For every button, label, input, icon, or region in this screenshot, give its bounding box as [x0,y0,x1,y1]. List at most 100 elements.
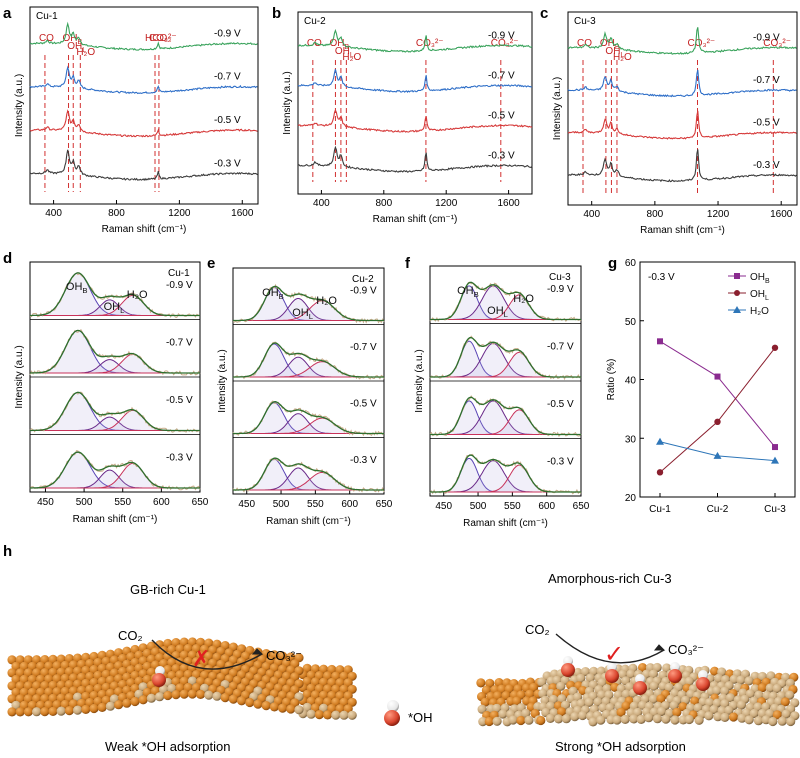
slab-atom [786,716,796,727]
left-product: CO₃²⁻ [266,648,302,663]
y-tick-label: 60 [625,258,637,269]
slab-atom [498,709,508,719]
panel-letter-f: f [405,255,411,272]
spectrum-line [29,109,258,138]
slab-atom [580,667,591,677]
fit-panel-cu1: 450 500 550 600 650 Raman shift (cm⁻¹) Intensi… [14,261,209,525]
x-axis-label: Raman shift (cm⁻¹) [373,214,458,225]
success-mark: ✓ [604,641,624,668]
slab-atom [576,673,586,683]
x-tick-label: 450 [238,499,255,510]
slab-atom [649,681,659,691]
slab-atom [753,716,764,726]
slab-atom [757,683,767,693]
potential-label: -0.5 V [350,398,377,409]
fit-envelope [430,337,581,378]
sample-label: Cu-3 [549,272,571,283]
fit-envelope [233,401,384,435]
slab-atom [478,717,488,727]
slab-atom [89,703,99,714]
slab-atom [720,712,730,723]
peak-label: CO₃²⁻ [149,33,177,44]
x-tick-label: 500 [76,497,93,508]
slab-atom [656,694,666,704]
slab-atom [81,704,91,715]
slab-atom [713,712,723,722]
ratio-point [771,344,779,351]
slab-atom [638,700,648,710]
slab-atom [557,707,567,717]
slab-atom [485,678,495,689]
x-tick-label: 1200 [707,209,730,220]
slab-atom [736,675,746,685]
potential-label: -0.9 V [350,285,377,296]
potential-label: -0.5 V [488,110,515,121]
x-tick-label: 650 [376,499,393,510]
slab-atom [7,707,17,717]
hydroxyl-oxygen [668,669,682,683]
slab-atom [725,693,736,703]
slab-atom [620,714,630,725]
x-tick-label: 550 [504,501,521,512]
slab-atom [538,688,548,699]
panel-letter-g: g [608,255,617,272]
slab-atom [545,701,556,711]
fit-envelope [30,451,200,489]
peak-label: CO₃²⁻ [416,38,444,49]
potential-label: -0.3 V [547,456,574,467]
panel-letter-h: h [3,543,12,560]
peak-label: H₂O [342,52,361,63]
slab-atom [672,707,682,717]
x-axis-label: Raman shift (cm⁻¹) [73,514,158,525]
fit-envelope [233,285,384,322]
y-axis-label: Intensity (a.u.) [14,74,25,137]
hydroxyl-oxygen [696,677,710,691]
x-tick-label: 800 [375,198,392,209]
slab-atom [714,673,724,684]
x-tick-label: 450 [435,501,452,512]
right-reactant: CO₂ [525,622,550,637]
slab-atom [237,696,247,706]
potential-label: -0.7 V [547,341,574,352]
slab-atom [670,715,680,725]
ratio-panel: 20 30 40 50 60 Cu-1 Cu-2 Cu-3 Ratio (%) -0.3 V OHB… [606,258,796,515]
x-tick-label: 1600 [770,209,793,220]
potential-label: -0.5 V [166,395,193,406]
oh-legend-icon [384,700,400,726]
slab-atom [712,686,722,696]
slab-atom [652,714,663,724]
hydroxyl-oxygen [605,669,619,683]
left-reactant: CO₂ [118,628,143,643]
component-label: OHB [66,281,88,295]
ratio-point [714,418,721,425]
slab-atom [636,714,646,725]
sample-label: Cu-1 [168,268,190,279]
ratio-point [656,437,664,445]
slab-atom [536,715,546,726]
potential-label: -0.7 V [753,75,780,86]
slab-atom [596,715,606,725]
slab-atom [183,643,193,654]
ratio-point [656,469,664,476]
right-arrow-head [653,644,666,651]
x-tick-label: 1600 [231,208,254,219]
right-caption: Strong *OH adsorption [555,739,686,754]
slab-atom [179,689,189,699]
sample-label: Cu-2 [304,16,326,27]
amorphous-rich-slab [476,656,800,727]
component-label: H₂O [316,295,337,307]
slab-atom [48,706,58,717]
slab-atom [212,691,222,701]
slab-atom [729,674,739,684]
slab-atom [621,689,631,699]
adsorption-schematic: GB-rich Cu-1 Amorphous-rich Cu-3 CO₂ CO₃… [7,571,800,754]
raman-panel-cu2: Cu-2 400 800 1200 1600 Raman shift (cm⁻¹) Inte… [282,11,533,225]
spectrum-line [29,65,258,95]
slab-atom [476,678,486,688]
peak-label: CO [577,38,592,49]
slab-atom [616,707,626,717]
slab-atom [105,701,115,711]
potential-label: -0.3 V [350,455,377,466]
potential-label: -0.9 V [753,33,780,44]
slab-atom [484,716,494,727]
